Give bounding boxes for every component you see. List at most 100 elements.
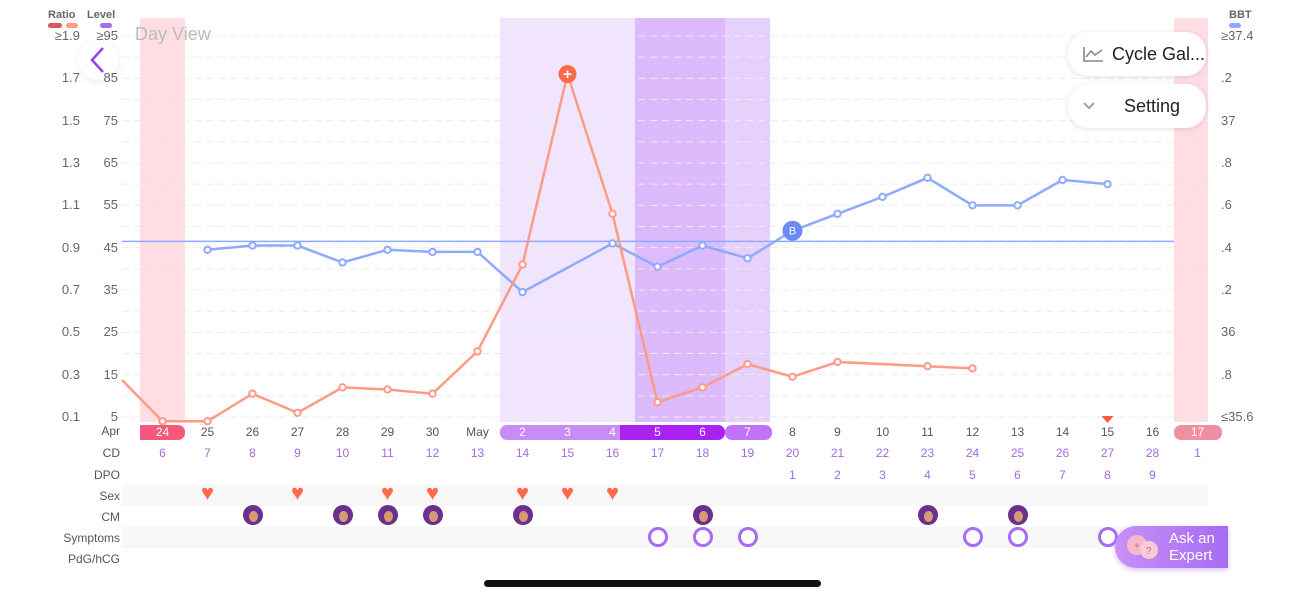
heart-icon[interactable]: ♥	[560, 480, 575, 505]
svg-text:?: ?	[1146, 546, 1152, 557]
bbt-point	[293, 241, 302, 250]
cervical-mucus-icon[interactable]	[917, 505, 938, 525]
peak-pill	[620, 425, 650, 440]
ratio-tick: 1.7	[61, 70, 80, 86]
date-cell[interactable]: 17	[1190, 425, 1205, 439]
ratio-tick: 1.5	[61, 112, 80, 128]
ask-expert-line1: Ask an	[1169, 530, 1215, 547]
date-cell[interactable]: 8	[789, 425, 796, 439]
date-cell[interactable]: 30	[425, 425, 440, 439]
cd-cell: 21	[830, 446, 845, 460]
date-cell[interactable]: 29	[380, 425, 395, 439]
cervical-mucus-icon[interactable]	[242, 505, 263, 525]
heart-icon[interactable]: ♥	[380, 480, 395, 505]
cervical-mucus-icon[interactable]	[1007, 505, 1028, 525]
ratio-point	[833, 357, 842, 367]
bbt-tick: 37	[1221, 112, 1236, 128]
date-cell[interactable]: 27	[290, 425, 305, 439]
ratio-light-swatch	[66, 23, 78, 28]
cd-cell: 1	[1194, 446, 1201, 460]
date-cell[interactable]: 25	[200, 425, 215, 439]
date-cell[interactable]: 4	[609, 425, 616, 439]
dpo-cell: 8	[1104, 468, 1111, 482]
chat-bubbles-icon: +?	[1127, 535, 1158, 559]
period-pill	[140, 425, 150, 440]
symptom-icon[interactable]	[962, 527, 983, 547]
date-cell[interactable]: 6	[699, 425, 706, 439]
heart-icon[interactable]: ♥	[200, 480, 215, 505]
bbt-point	[203, 245, 212, 254]
bbt-tick: .2	[1221, 70, 1232, 86]
symptom-icon[interactable]	[1097, 527, 1118, 547]
cd-cell: 22	[875, 446, 890, 460]
ratio-tick: 0.1	[61, 409, 80, 424]
setting-button[interactable]: Setting	[1068, 84, 1206, 128]
heart-icon[interactable]: ♥	[515, 480, 530, 505]
bbt-point	[473, 247, 482, 257]
cd-cell: 14	[515, 446, 530, 460]
heart-icon[interactable]: ♥	[425, 480, 440, 505]
cervical-mucus-icon[interactable]	[512, 505, 533, 525]
date-cell[interactable]: 3	[564, 425, 571, 439]
date-cell[interactable]: 16	[1145, 425, 1160, 439]
ratio-point	[788, 372, 797, 381]
date-cell[interactable]: 11	[921, 425, 934, 439]
symptom-icon[interactable]	[692, 527, 713, 547]
row-label-dpo: DPO	[93, 468, 120, 482]
date-cell[interactable]: May	[466, 425, 489, 439]
date-cell[interactable]: 26	[245, 425, 260, 439]
period-band	[140, 18, 185, 422]
cervical-mucus-icon[interactable]	[422, 505, 443, 525]
symptom-icon[interactable]	[737, 527, 758, 547]
date-cell[interactable]: 10	[875, 425, 890, 439]
bbt-point	[1103, 179, 1112, 189]
back-button[interactable]	[78, 40, 118, 80]
symptom-icon[interactable]	[647, 527, 668, 547]
symptom-icon[interactable]	[1007, 527, 1028, 547]
row-label-symptoms: Symptoms	[63, 531, 120, 545]
ratio-tick: 0.3	[61, 366, 80, 382]
cd-cell: 16	[605, 446, 620, 460]
date-cell[interactable]: 2	[519, 425, 526, 439]
cervical-mucus-icon[interactable]	[692, 505, 713, 525]
bbt-point	[878, 192, 887, 202]
bbt-point	[518, 287, 527, 297]
bbt-swatch	[1229, 23, 1241, 28]
date-cell[interactable]: 13	[1010, 425, 1025, 439]
date-cell[interactable]: 12	[965, 425, 980, 439]
bbt-point	[248, 241, 257, 250]
cervical-mucus-icon[interactable]	[377, 505, 398, 525]
dpo-cell: 3	[879, 468, 886, 482]
cd-cell: 27	[1100, 446, 1115, 460]
period-pill	[1174, 425, 1222, 440]
cervical-mucus-icon[interactable]	[332, 505, 353, 525]
date-cell[interactable]: 15	[1100, 425, 1115, 439]
line-chart-icon	[1083, 47, 1103, 62]
dpo-cell: 2	[834, 468, 841, 482]
date-cell[interactable]: 9	[834, 425, 841, 439]
fertile-pill	[725, 425, 772, 440]
cycle-gallery-button[interactable]: Cycle Gal...	[1068, 32, 1206, 76]
bbt-tick: .6	[1221, 197, 1232, 213]
heart-icon[interactable]: ♥	[605, 480, 620, 505]
date-cell[interactable]: 24	[155, 425, 170, 439]
dpo-cell: 5	[969, 468, 976, 482]
day-view-title: Day View	[135, 24, 211, 44]
bbt-legend-label: BBT	[1229, 9, 1252, 21]
row-label-cm: CM	[101, 510, 120, 524]
row-label-cd: CD	[102, 446, 120, 460]
date-cell[interactable]: 28	[335, 425, 350, 439]
bbt-tick: 36	[1221, 324, 1236, 340]
date-cell[interactable]: 7	[744, 425, 751, 439]
cd-cell: 19	[740, 446, 755, 460]
ratio-point	[293, 408, 302, 417]
date-cell[interactable]: 14	[1055, 425, 1070, 439]
heart-icon[interactable]: ♥	[290, 480, 305, 505]
date-cell[interactable]: 5	[654, 425, 661, 439]
ask-expert-button[interactable]: +? Ask an Expert	[1115, 526, 1228, 568]
ratio-peak-point	[558, 65, 577, 84]
cd-cell: 26	[1055, 446, 1070, 460]
cd-cell: 15	[560, 446, 575, 460]
level-tick: 25	[103, 324, 118, 340]
level-legend-label: Level	[87, 9, 116, 21]
